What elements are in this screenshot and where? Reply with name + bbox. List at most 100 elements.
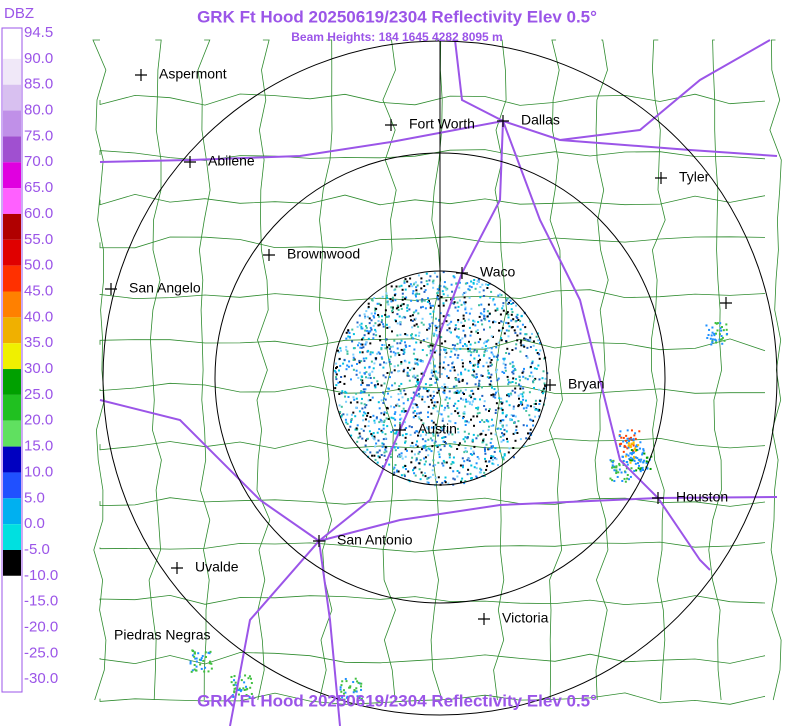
echo xyxy=(399,333,402,336)
echo xyxy=(360,375,363,378)
echo xyxy=(191,649,194,652)
echo xyxy=(356,680,359,683)
echo xyxy=(443,389,446,392)
echo xyxy=(416,406,419,409)
echo xyxy=(627,454,630,457)
echo xyxy=(430,398,433,401)
echo xyxy=(472,281,475,284)
echo xyxy=(443,461,446,464)
city-marker xyxy=(135,69,147,81)
echo xyxy=(446,404,449,407)
echo xyxy=(490,290,493,293)
echo xyxy=(624,471,627,474)
echo xyxy=(401,434,404,437)
echo xyxy=(427,454,430,457)
echo xyxy=(530,419,533,422)
echo xyxy=(434,464,437,466)
echo xyxy=(711,339,714,342)
echo xyxy=(463,296,466,299)
echo xyxy=(486,376,489,379)
echo xyxy=(432,421,435,424)
echo xyxy=(376,461,379,464)
echo xyxy=(361,343,364,346)
echo xyxy=(467,318,470,321)
highway xyxy=(229,39,505,726)
echo xyxy=(483,314,486,317)
echo xyxy=(490,384,493,387)
echo xyxy=(345,345,348,348)
echo xyxy=(356,424,359,427)
color-swatch xyxy=(3,550,21,576)
echo xyxy=(457,373,460,376)
echo xyxy=(725,323,728,326)
echo xyxy=(477,406,480,409)
echo xyxy=(457,444,460,447)
echo xyxy=(463,411,466,414)
city-marker xyxy=(497,115,509,127)
echo xyxy=(621,479,624,482)
echo xyxy=(490,446,493,449)
echo xyxy=(401,298,404,301)
color-swatch xyxy=(3,394,21,421)
echo xyxy=(348,332,351,334)
echo xyxy=(433,365,436,368)
echo xyxy=(618,443,621,446)
echo xyxy=(493,303,496,306)
echo xyxy=(397,364,400,367)
echo xyxy=(629,459,632,462)
echo xyxy=(340,415,343,418)
echo xyxy=(416,374,419,377)
echo xyxy=(527,432,529,435)
echo xyxy=(510,303,513,305)
echo xyxy=(404,341,406,344)
echo xyxy=(381,357,384,360)
echo xyxy=(462,398,465,401)
echo xyxy=(460,321,463,324)
echo xyxy=(437,389,440,392)
echo xyxy=(455,282,458,285)
echo xyxy=(412,391,415,394)
echo xyxy=(519,385,522,388)
echo xyxy=(435,444,438,447)
echo xyxy=(491,353,494,356)
echo xyxy=(456,470,459,472)
echo xyxy=(405,296,408,299)
echo xyxy=(369,342,372,345)
echo xyxy=(426,337,429,340)
echo xyxy=(345,368,348,371)
echo xyxy=(634,437,637,440)
county-line xyxy=(651,39,666,701)
echo xyxy=(346,350,349,353)
echo xyxy=(366,329,369,332)
echo xyxy=(479,421,482,423)
echo xyxy=(375,442,378,445)
echo xyxy=(627,478,630,481)
echo xyxy=(435,349,438,352)
echo xyxy=(492,463,495,466)
echo xyxy=(454,441,457,444)
echo xyxy=(528,375,531,378)
echo xyxy=(481,323,484,326)
echo xyxy=(444,386,447,389)
echo xyxy=(404,360,407,363)
echo xyxy=(394,418,397,421)
echo xyxy=(195,665,198,668)
echo xyxy=(636,462,639,465)
echo xyxy=(358,432,361,435)
echo xyxy=(361,397,363,400)
echo xyxy=(410,397,413,400)
legend-label: 35.0 xyxy=(24,334,53,351)
echo xyxy=(486,310,489,313)
echo xyxy=(415,341,418,344)
echo xyxy=(641,466,644,469)
echo xyxy=(497,377,500,380)
echo xyxy=(373,421,376,424)
echo xyxy=(370,381,373,384)
echo xyxy=(434,405,437,408)
echo xyxy=(335,378,338,381)
echo xyxy=(208,660,211,663)
echo xyxy=(441,462,444,465)
echo xyxy=(514,391,517,394)
echo xyxy=(384,433,387,436)
echo xyxy=(457,379,460,382)
